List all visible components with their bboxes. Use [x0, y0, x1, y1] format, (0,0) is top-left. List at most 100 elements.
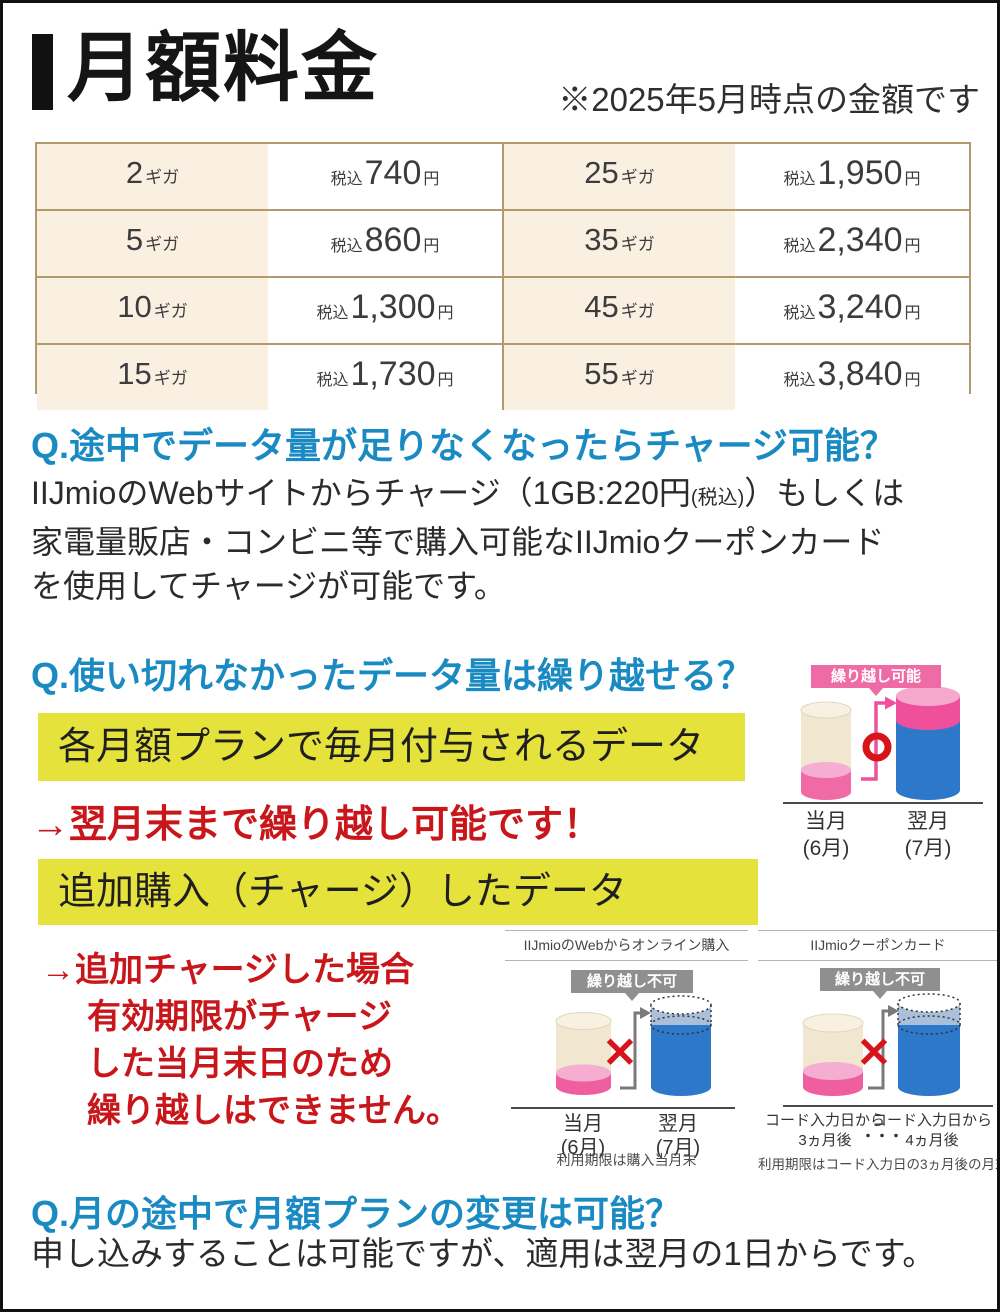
rollover-arrowhead	[885, 696, 897, 710]
point-line: した当月末日のため	[87, 1045, 393, 1083]
no-rollover-badge: 繰り越し不可	[571, 970, 693, 1001]
ellipsis-dots: ・・・	[861, 1128, 903, 1144]
month-name: 翌月	[658, 1113, 698, 1135]
plan-price-cell: 税込1,730 円	[268, 343, 502, 410]
plan-price-cell: 税込740 円	[268, 144, 502, 209]
month-name: 翌月	[907, 810, 949, 833]
plan-price-cell: 税込1,300 円	[268, 276, 502, 343]
label-line: 4ヵ月後	[905, 1132, 959, 1149]
yen-label: 円	[423, 238, 440, 255]
gb-unit: ギガ	[620, 369, 655, 388]
answer-line: IIJmioのWebサイトからチャージ（1GB:220円(税込)）もしくは	[31, 471, 904, 520]
code-entry-label-4mo: コード入力日から 4ヵ月後	[862, 1111, 997, 1151]
page-title: 月額料金	[67, 26, 379, 111]
price-table: 2 ギガ 税込740 円 25 ギガ 税込1,950 円 5 ギガ 税込860 円 35 ギガ…	[35, 142, 971, 410]
plan-gb: 15	[117, 356, 152, 391]
highlight-monthly-data: 各月額プランで毎月付与されるデータ	[38, 713, 745, 781]
diagram-caption: 利用期限はコード入力日の3ヵ月後の月末	[758, 1157, 1000, 1172]
diagram-web-charge: IIJmioのWebからオンライン購入 繰り越し不可 ✕ 当月 (6月) 翌月 …	[503, 928, 750, 1175]
blue-cylinder	[898, 1025, 960, 1096]
month-paren: (6月)	[560, 1137, 606, 1159]
tax-label: 税込	[316, 305, 349, 322]
plan-price-cell: 税込1,950 円	[735, 144, 969, 209]
month-paren: (7月)	[904, 837, 952, 860]
plan-gb: 45	[584, 289, 619, 324]
answer-line: を使用してチャージが可能です。	[31, 568, 506, 604]
plan-gb: 10	[117, 289, 152, 324]
code-entry-label-3mo: コード入力日から 3ヵ月後	[755, 1111, 895, 1151]
month-paren: (7月)	[655, 1137, 701, 1159]
question-charge: Q.途中でデータ量が足りなくなったらチャージ可能？	[31, 425, 896, 466]
plan-price: 1,730	[350, 355, 436, 393]
cross-ng-icon: ✕	[602, 1029, 638, 1076]
tax-label: 税込	[783, 171, 816, 188]
tax-label: 税込	[783, 372, 816, 389]
plan-price-cell: 税込3,240 円	[735, 276, 969, 343]
rollover-ok-badge: 繰り越し可能	[811, 665, 941, 696]
plan-price: 1,950	[817, 154, 903, 192]
yen-label: 円	[437, 305, 454, 322]
title-accent-bar	[32, 34, 53, 110]
month-paren: (6月)	[802, 837, 850, 860]
diagram-header: IIJmioクーポンカード	[758, 930, 997, 961]
month-label-next: 翌月 (7月)	[868, 808, 988, 862]
month-name: 当月	[563, 1113, 603, 1135]
label-line: コード入力日から	[764, 1112, 885, 1129]
date-note: ※2025年5月時点の金額です	[558, 81, 980, 118]
plan-price: 2,340	[817, 221, 903, 259]
diagram-rollover-ok: 繰り越し可能 当月 (6月) 翌月 (7月)	[781, 651, 997, 863]
gb-unit: ギガ	[153, 302, 188, 321]
gb-unit: ギガ	[620, 168, 655, 187]
tax-label: 税込	[330, 171, 363, 188]
gb-unit: ギガ	[145, 235, 180, 254]
coupon-card-graphic	[783, 993, 993, 1107]
answer-charge: IIJmioのWebサイトからチャージ（1GB:220円(税込)）もしくは 家電…	[31, 471, 904, 608]
gb-unit: ギガ	[620, 235, 655, 254]
plan-label-cell: 15 ギガ	[37, 343, 268, 410]
plan-label-cell: 2 ギガ	[37, 144, 268, 209]
plan-price: 3,240	[817, 288, 903, 326]
point-line: 繰り越しはできません。	[87, 1092, 460, 1130]
question-plan-change: Q.月の途中で月額プランの変更は可能？	[31, 1193, 682, 1234]
yen-label: 円	[904, 238, 921, 255]
dotted-top-ellipse	[650, 995, 712, 1015]
month-name: 当月	[805, 810, 847, 833]
answer-plan-change: 申し込みすることは可能ですが、適用は翌月の1日からです。	[31, 1235, 936, 1272]
rollover-arrow	[861, 701, 885, 781]
label-line: 3ヵ月後	[798, 1132, 852, 1149]
rollover-arrowhead	[640, 1007, 651, 1019]
rollover-arrowhead	[888, 1005, 899, 1017]
plan-gb: 5	[125, 222, 144, 257]
circle-ok-icon	[862, 732, 892, 762]
answer-line: 家電量販店・コンビニ等で購入可能なIIJmioクーポンカード	[31, 524, 885, 560]
point-line: 有効期限がチャージ	[87, 998, 392, 1036]
no-rollover-badge: 繰り越し不可	[820, 968, 940, 999]
cream-cylinder-pink-remainder	[801, 770, 851, 800]
plan-label-cell: 25 ギガ	[502, 144, 735, 209]
question-rollover: Q.使い切れなかったデータ量は繰り越せる？	[31, 655, 754, 696]
tax-note: (税込)	[690, 487, 745, 509]
web-charge-graphic	[511, 995, 735, 1109]
plan-label-cell: 45 ギガ	[502, 276, 735, 343]
plan-gb: 25	[584, 155, 619, 190]
plan-price-cell: 税込860 円	[268, 209, 502, 276]
tax-label: 税込	[316, 372, 349, 389]
point-line: →追加チャージした場合	[41, 951, 414, 989]
point-charge-expiry: →追加チャージした場合 有効期限がチャージ した当月末日のため 繰り越しはできま…	[41, 947, 460, 1135]
gb-unit: ギガ	[620, 302, 655, 321]
yen-label: 円	[423, 171, 440, 188]
plan-price-cell: 税込2,340 円	[735, 209, 969, 276]
rollover-ok-graphic	[783, 686, 983, 804]
gb-unit: ギガ	[145, 168, 180, 187]
diagram-header: IIJmioのWebからオンライン購入	[505, 930, 748, 961]
diagram-caption: 利用期限は購入当月末	[556, 1152, 697, 1168]
plan-price: 860	[364, 221, 422, 259]
plan-price-cell: 税込3,840 円	[735, 343, 969, 410]
plan-gb: 55	[584, 356, 619, 391]
yen-label: 円	[437, 372, 454, 389]
plan-price: 3,840	[817, 355, 903, 393]
highlight-charged-data: 追加購入（チャージ）したデータ	[38, 859, 758, 925]
answer-text: ）もしくは	[744, 475, 905, 511]
answer-text: IIJmioのWebサイトからチャージ（1GB:220円	[31, 475, 691, 511]
cross-ng-icon: ✕	[856, 1029, 892, 1076]
